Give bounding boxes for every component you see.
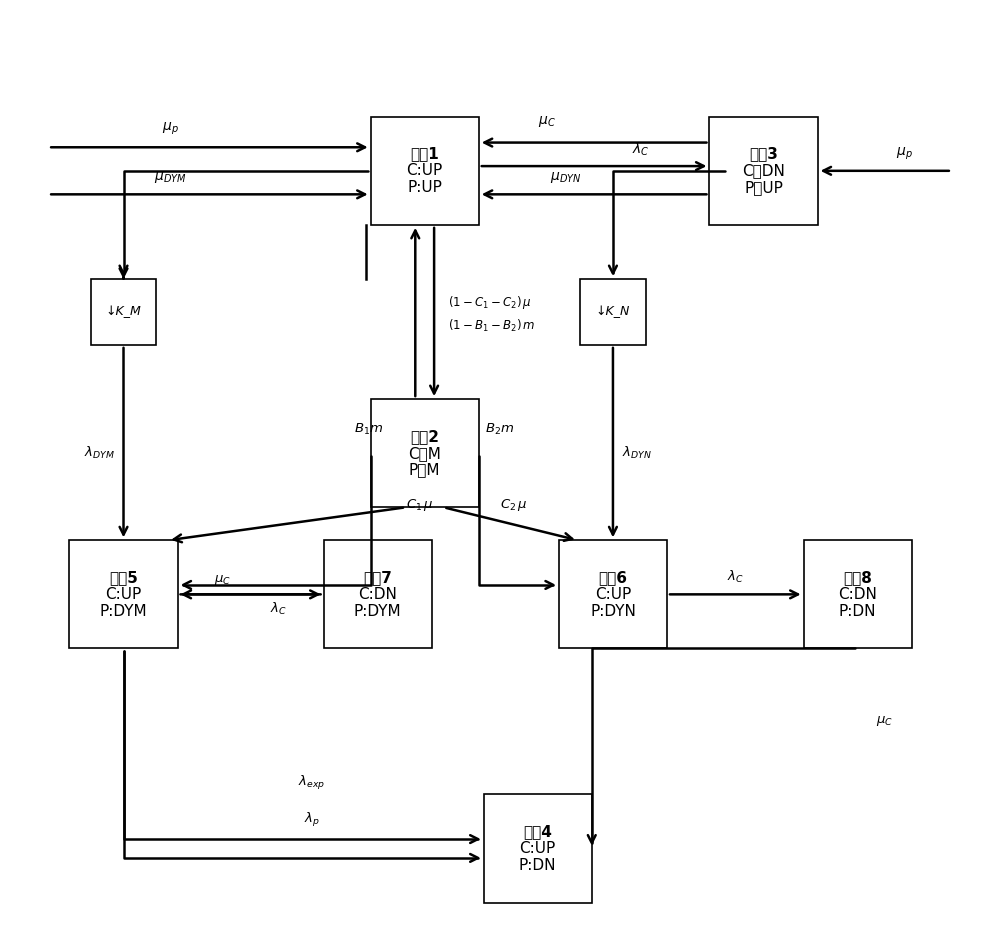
Text: $\mu_{DYN}$: $\mu_{DYN}$ [550, 170, 582, 185]
Text: $\mu_C$: $\mu_C$ [538, 114, 556, 129]
FancyBboxPatch shape [324, 540, 432, 649]
Text: C:DN: C:DN [838, 587, 877, 602]
FancyBboxPatch shape [371, 117, 479, 225]
Text: $(1-C_1-C_2)\,\mu$: $(1-C_1-C_2)\,\mu$ [448, 295, 532, 312]
Text: $\mu_p$: $\mu_p$ [896, 145, 913, 162]
Text: $\lambda_{DYM}$: $\lambda_{DYM}$ [84, 446, 115, 462]
Text: $\lambda_{DYN}$: $\lambda_{DYN}$ [622, 446, 651, 462]
Text: P:UP: P:UP [407, 180, 442, 195]
Text: $B_1 m$: $B_1 m$ [354, 422, 383, 437]
Text: 状态7: 状态7 [363, 570, 392, 585]
Text: P:DN: P:DN [839, 604, 876, 619]
Text: 状态4: 状态4 [523, 824, 552, 839]
Text: $\mu_C$: $\mu_C$ [214, 573, 231, 587]
FancyBboxPatch shape [371, 399, 479, 507]
FancyBboxPatch shape [559, 540, 667, 649]
Text: P:DYM: P:DYM [354, 604, 401, 619]
Text: C:UP: C:UP [105, 587, 142, 602]
FancyBboxPatch shape [69, 540, 178, 649]
FancyBboxPatch shape [484, 794, 592, 902]
Text: 状态1: 状态1 [410, 146, 439, 161]
Text: ↓K_M: ↓K_M [106, 306, 141, 318]
Text: $C_1\,\mu$: $C_1\,\mu$ [406, 497, 433, 513]
Text: $\lambda_C$: $\lambda_C$ [727, 569, 744, 585]
Text: $\lambda_p$: $\lambda_p$ [304, 811, 320, 829]
Text: P：UP: P：UP [744, 180, 783, 195]
FancyBboxPatch shape [804, 540, 912, 649]
Text: $\mu_p$: $\mu_p$ [162, 120, 179, 137]
Text: $\mu_C$: $\mu_C$ [876, 715, 894, 729]
Text: 状态5: 状态5 [109, 570, 138, 585]
Text: $\lambda_C$: $\lambda_C$ [632, 141, 650, 158]
FancyBboxPatch shape [91, 279, 156, 345]
Text: $B_2 m$: $B_2 m$ [485, 422, 515, 437]
FancyBboxPatch shape [580, 279, 646, 345]
Text: C：DN: C：DN [742, 163, 785, 178]
Text: P:DN: P:DN [519, 858, 556, 873]
Text: C:UP: C:UP [595, 587, 631, 602]
Text: C:UP: C:UP [407, 163, 443, 178]
Text: 状态6: 状态6 [598, 570, 627, 585]
Text: 状态8: 状态8 [843, 570, 872, 585]
Text: $\mu_{DYM}$: $\mu_{DYM}$ [154, 170, 187, 185]
Text: $(1-B_1-B_2)\,m$: $(1-B_1-B_2)\,m$ [448, 318, 536, 334]
Text: $\lambda_C$: $\lambda_C$ [270, 600, 287, 616]
Text: $\lambda_{exp}$: $\lambda_{exp}$ [298, 773, 325, 792]
FancyBboxPatch shape [709, 117, 818, 225]
Text: P:DYN: P:DYN [590, 604, 636, 619]
Text: C:UP: C:UP [520, 841, 556, 856]
Text: P：M: P：M [409, 463, 440, 478]
Text: 状态2: 状态2 [410, 429, 439, 444]
Text: ↓K_N: ↓K_N [596, 306, 630, 318]
Text: P:DYM: P:DYM [100, 604, 147, 619]
Text: C:DN: C:DN [358, 587, 397, 602]
Text: C：M: C：M [408, 446, 441, 461]
Text: 状态3: 状态3 [749, 146, 778, 161]
Text: $C_2\,\mu$: $C_2\,\mu$ [500, 497, 527, 513]
